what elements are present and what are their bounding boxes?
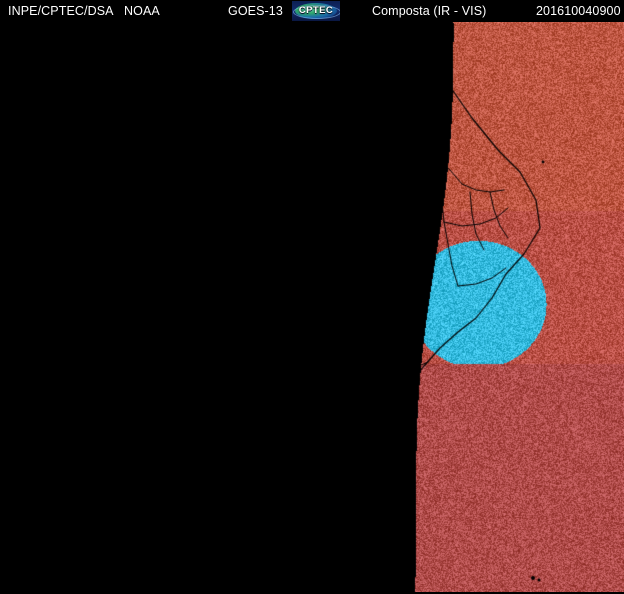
image-header-bar: INPE/CPTEC/DSA NOAA GOES-13 CPTEC Compos… [0,0,624,22]
satellite-canvas [0,22,624,592]
timestamp-label: 201610040900 [536,4,621,18]
cptec-logo-icon: CPTEC [292,1,340,21]
product-label: Composta (IR - VIS) [372,4,487,18]
bottom-border [0,592,624,594]
satellite-label: GOES-13 [228,4,283,18]
network-label: NOAA [124,4,160,18]
agency-label: INPE/CPTEC/DSA [8,4,114,18]
satellite-imagery [0,22,624,592]
orbit-ring-icon [293,5,340,19]
cptec-logo-label: CPTEC [298,5,334,16]
